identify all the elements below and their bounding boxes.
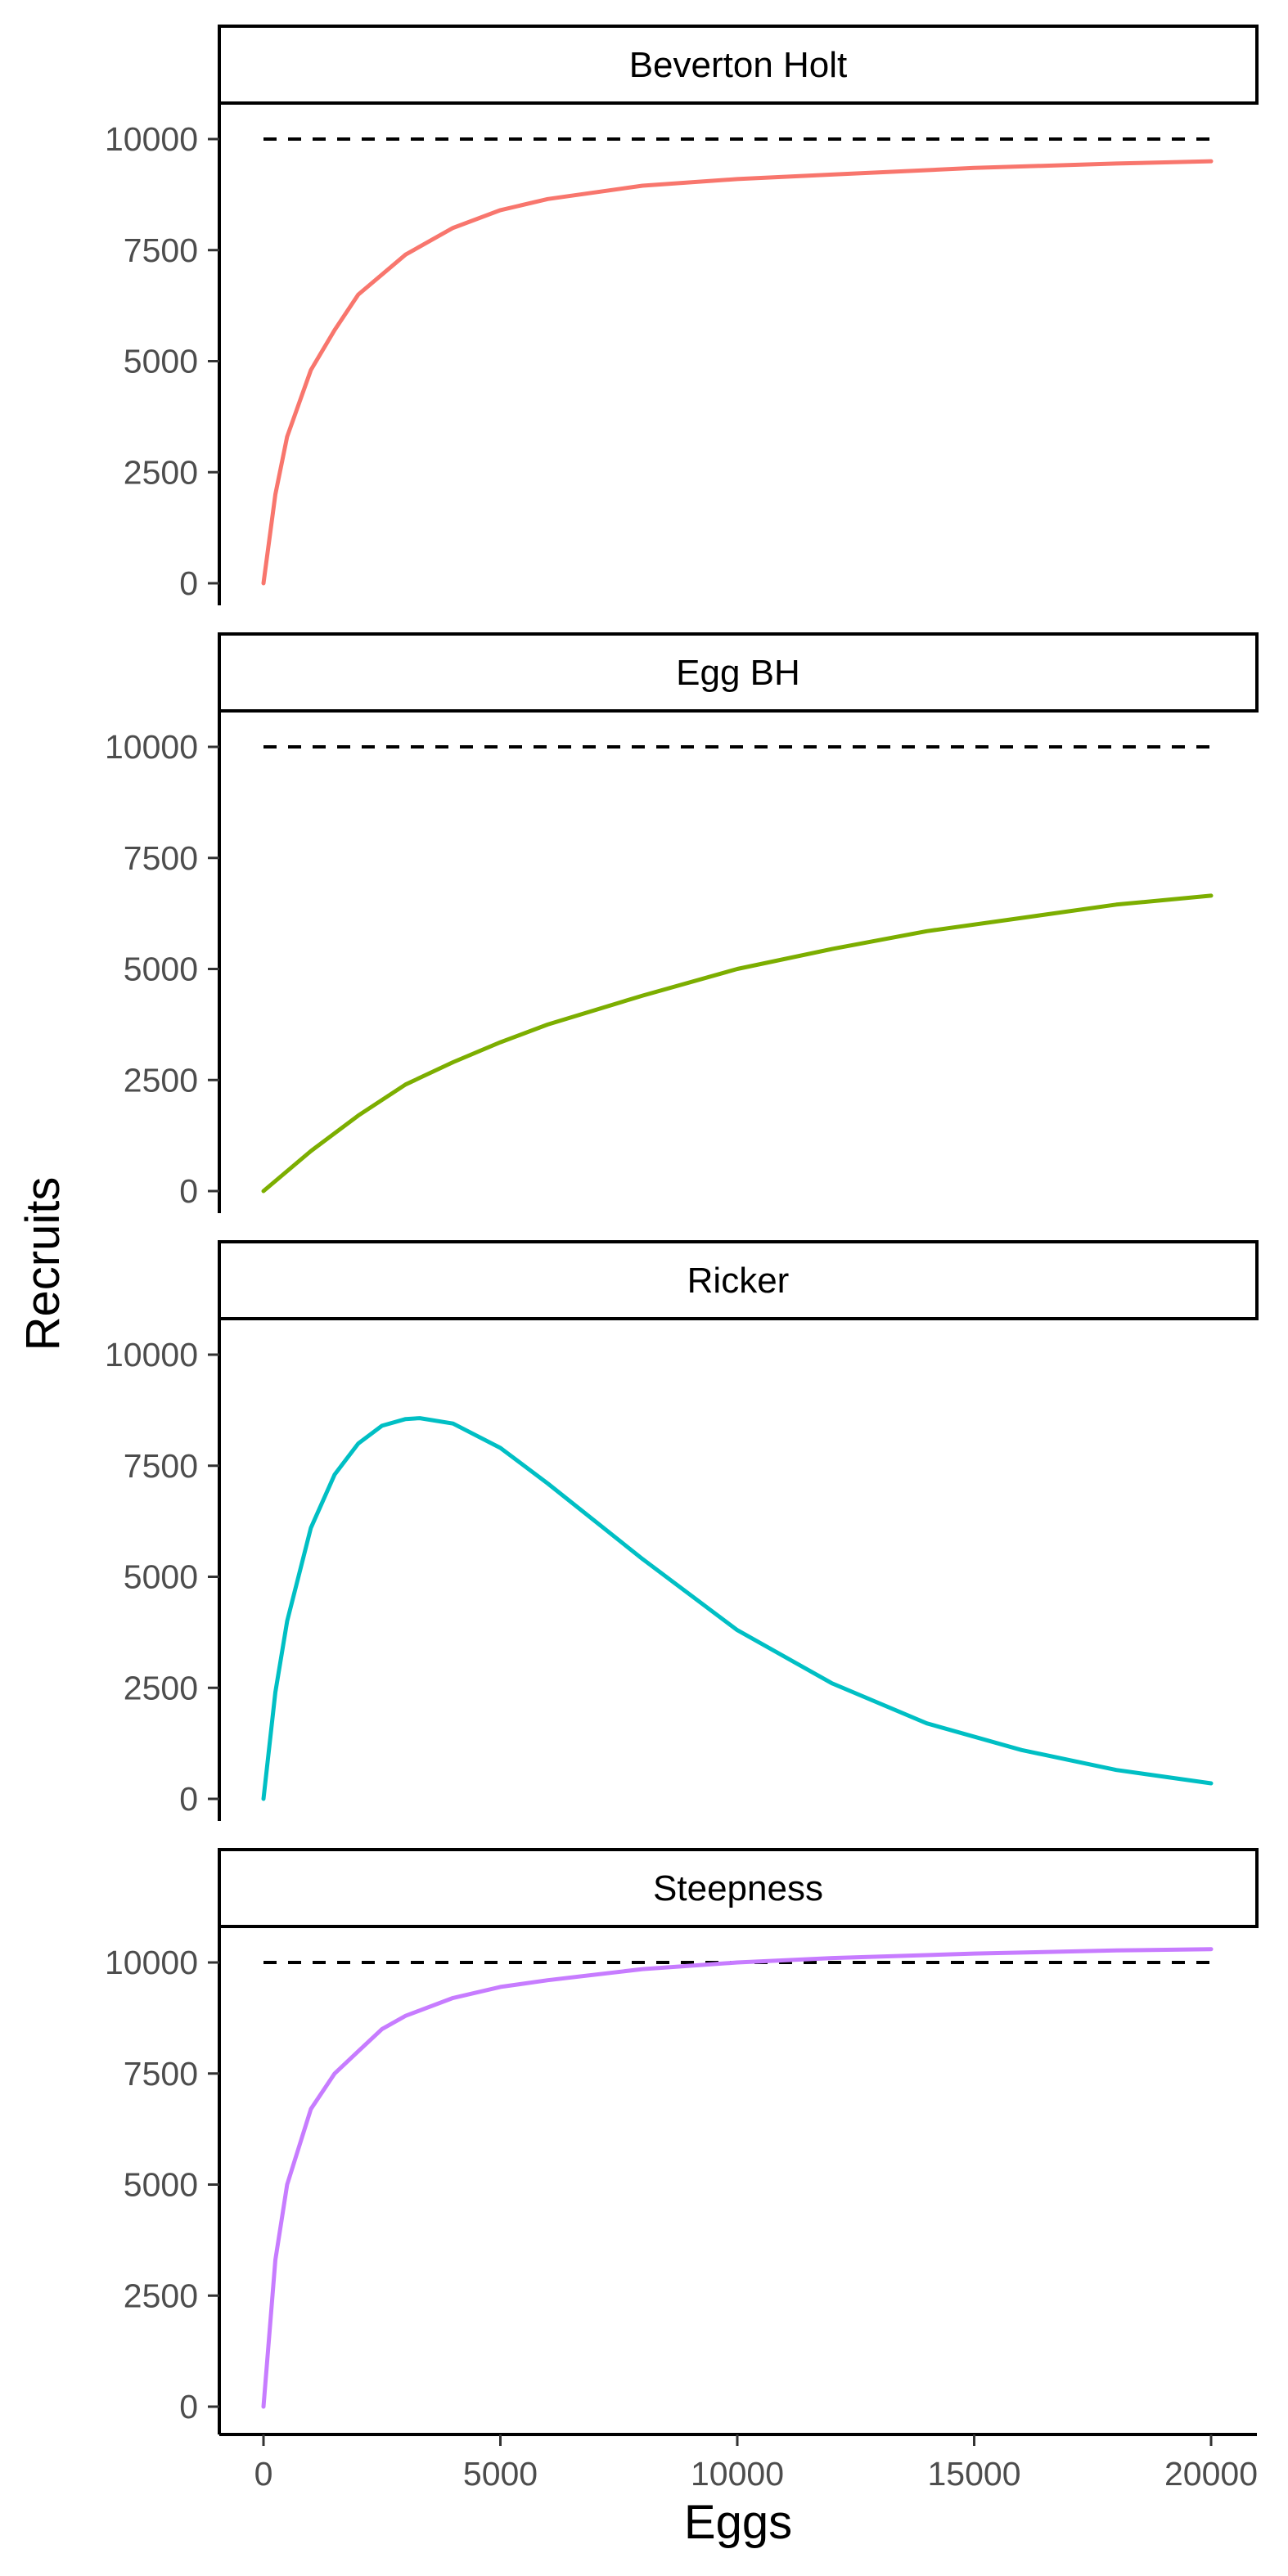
- x-tick-label: 0: [254, 2455, 273, 2493]
- series-line: [261, 159, 1214, 586]
- facet-strip-label: Ricker: [687, 1261, 790, 1301]
- y-tick-label: 2500: [124, 453, 198, 491]
- facet-strip: [218, 632, 1259, 713]
- y-tick-label: 10000: [105, 120, 198, 158]
- y-tick-label: 7500: [124, 839, 198, 877]
- y-tick-label: 5000: [124, 343, 198, 380]
- y-axis-title: Recruits: [16, 1177, 70, 1351]
- facet-strip-label: Beverton Holt: [629, 45, 848, 85]
- x-tick-label: 15000: [927, 2455, 1020, 2493]
- x-tick-label: 5000: [463, 2455, 538, 2493]
- y-tick-label: 7500: [124, 1447, 198, 1485]
- x-tick-label: 10000: [691, 2455, 784, 2493]
- panels: Beverton Holt 0 2500 5000 7500 10000 Egg BH 0 25…: [105, 25, 1259, 2434]
- y-tick-label: 5000: [124, 951, 198, 988]
- y-tick-label: 0: [179, 564, 198, 602]
- panel-beverton-holt: Beverton Holt 0 2500 5000 7500 10000: [105, 25, 1259, 605]
- series-line: [261, 1947, 1214, 2409]
- y-tick-label: 0: [179, 1780, 198, 1818]
- series-line: [261, 1416, 1214, 1801]
- panel-steepness: Steepness 0 2500 5000 7500 10000: [105, 1848, 1259, 2434]
- y-tick-label: 2500: [124, 1669, 198, 1706]
- panel-egg-bh: Egg BH 0 2500 5000 7500 10000: [105, 632, 1259, 1213]
- y-tick-label: 0: [179, 2388, 198, 2425]
- y-tick-label: 2500: [124, 1061, 198, 1099]
- y-tick-label: 5000: [124, 2166, 198, 2204]
- y-tick-label: 2500: [124, 2277, 198, 2314]
- y-tick-label: 7500: [124, 2055, 198, 2093]
- y-tick-label: 10000: [105, 1336, 198, 1373]
- facet-strip-label: Steepness: [653, 1868, 823, 1908]
- y-tick-label: 7500: [124, 232, 198, 269]
- x-axis: 0 5000 10000 15000 20000: [219, 2433, 1258, 2493]
- y-tick-label: 0: [179, 1172, 198, 1210]
- y-tick-label: 10000: [105, 728, 198, 766]
- y-tick-label: 10000: [105, 1944, 198, 1981]
- facet-strip-label: Egg BH: [676, 653, 800, 693]
- y-tick-label: 5000: [124, 1558, 198, 1596]
- facet-strip: [218, 25, 1259, 105]
- x-axis-title: Eggs: [684, 2496, 792, 2549]
- series-line: [261, 893, 1214, 1194]
- x-tick-label: 20000: [1164, 2455, 1258, 2493]
- facet-strip: [218, 1848, 1259, 1928]
- panel-ricker: Ricker 0 2500 5000 7500 10000: [105, 1240, 1259, 1821]
- facet-strip: [218, 1240, 1259, 1320]
